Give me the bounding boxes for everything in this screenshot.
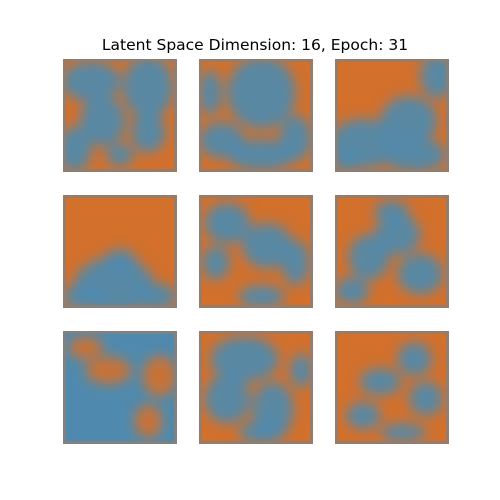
sample-canvas (199, 59, 313, 172)
sample-image-4 (63, 195, 177, 308)
sample-image-1 (63, 59, 177, 172)
sample-image-3 (335, 59, 449, 172)
sample-image-5 (199, 195, 313, 308)
sample-canvas (199, 331, 313, 444)
sample-canvas (63, 331, 177, 444)
sample-image-7 (63, 331, 177, 444)
sample-image-8 (199, 331, 313, 444)
sample-canvas (335, 195, 449, 308)
sample-image-6 (335, 195, 449, 308)
sample-canvas (63, 195, 177, 308)
sample-image-9 (335, 331, 449, 444)
figure-title: Latent Space Dimension: 16, Epoch: 31 (101, 36, 409, 54)
sample-image-2 (199, 59, 313, 172)
sample-canvas (199, 195, 313, 308)
sample-canvas (335, 331, 449, 444)
sample-canvas (63, 59, 177, 172)
sample-canvas (335, 59, 449, 172)
